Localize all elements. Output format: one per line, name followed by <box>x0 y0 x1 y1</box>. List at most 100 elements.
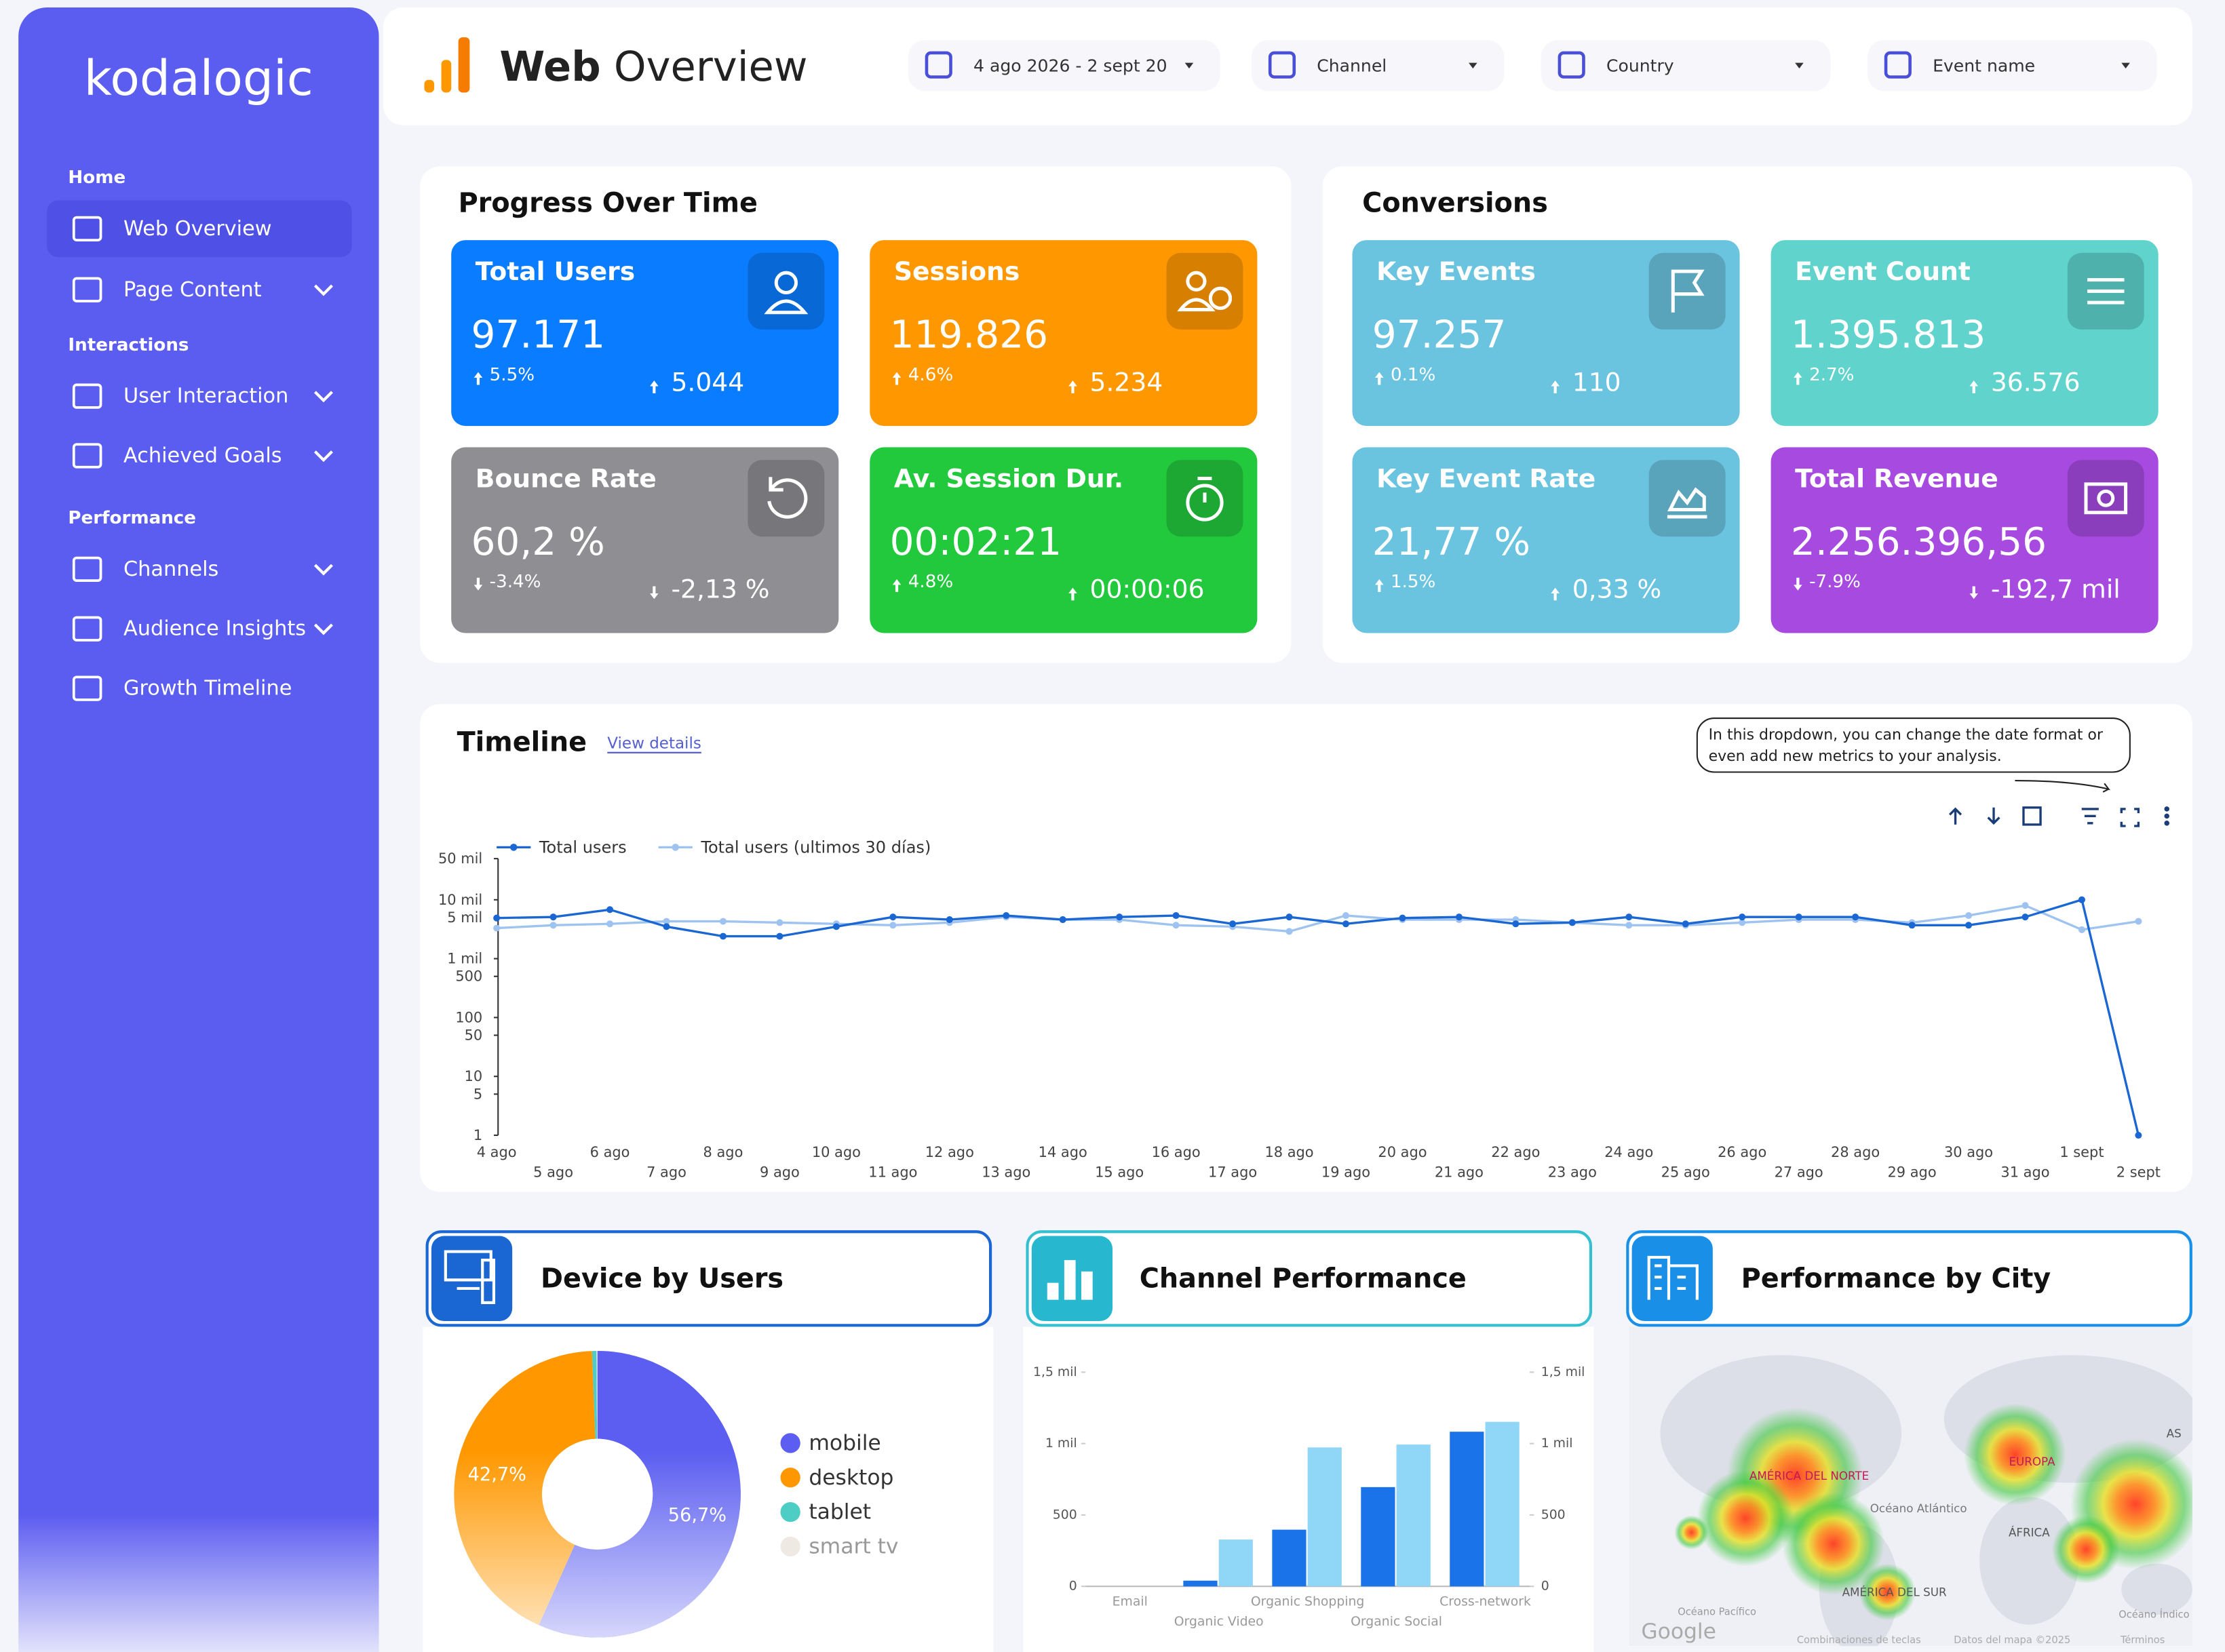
kpi-card <box>451 447 839 633</box>
point <box>946 916 953 924</box>
legend-dot <box>780 1468 800 1488</box>
kpi-value: 97.171 <box>471 313 605 357</box>
x-tick-label: 14 ago <box>1039 1144 1087 1160</box>
nav-heading: Performance <box>68 508 196 528</box>
x-tick-label: 23 ago <box>1548 1164 1597 1180</box>
legend-dot <box>672 844 679 851</box>
kpi-delta: -192,7 mil <box>1991 574 2121 604</box>
nav-item[interactable]: Achieved Goals <box>123 444 282 468</box>
chevron <box>313 564 333 576</box>
x-tick-label: 9 ago <box>760 1164 800 1180</box>
note-box <box>1696 717 2131 773</box>
nav-icon <box>72 383 102 409</box>
filter[interactable] <box>1252 40 1505 92</box>
kpi-title: Key Events <box>1376 256 1536 286</box>
bar <box>1485 1421 1520 1587</box>
series-line <box>497 904 2139 933</box>
trend-arrow <box>473 577 483 591</box>
point <box>1172 911 1180 920</box>
point <box>1625 913 1633 921</box>
legend-label: tablet <box>809 1500 871 1525</box>
page-title: Web Overview <box>499 43 807 91</box>
map-label: AMÉRICA DEL NORTE <box>1749 1469 1869 1482</box>
y2-tick-label: 0 <box>1541 1579 1549 1594</box>
nav-item[interactable]: Channels <box>123 557 218 581</box>
map-label: Océano Atlántico <box>1870 1501 1967 1515</box>
kpi-delta: 36.576 <box>1991 367 2081 397</box>
kpi-change: 5.5% <box>490 365 535 385</box>
kpi-icon <box>2067 460 2144 537</box>
icon-glyph <box>2084 482 2128 515</box>
y-tick-label: 0 <box>1069 1579 1077 1594</box>
kpi-value: 97.257 <box>1372 313 1507 357</box>
point <box>2021 913 2029 921</box>
x-tick-label: Organic Social <box>1351 1615 1442 1629</box>
point <box>1795 913 1802 921</box>
legend-label: Total users <box>539 838 627 857</box>
nav-item[interactable]: User Interaction <box>123 385 288 408</box>
kpi-change: 0.1% <box>1391 365 1435 385</box>
kpi-icon <box>1648 460 1726 537</box>
legend-label: mobile <box>809 1431 881 1455</box>
x-tick-label: 28 ago <box>1831 1144 1880 1160</box>
map-label: AMÉRICA DEL SUR <box>1842 1586 1947 1599</box>
logo-bar <box>424 79 435 93</box>
chevron <box>313 391 333 403</box>
x-tick-label: Organic Shopping <box>1251 1595 1365 1609</box>
x-tick-label: 13 ago <box>982 1164 1030 1180</box>
y-tick-label: 10 <box>465 1068 483 1084</box>
toolbar[interactable] <box>1949 806 2169 827</box>
caret <box>2121 62 2130 68</box>
filter[interactable] <box>1867 40 2157 92</box>
legend-label: Total users (ultimos 30 días) <box>700 838 931 857</box>
point <box>549 922 557 929</box>
x-tick-label: Email <box>1112 1595 1148 1609</box>
x-tick-label: 17 ago <box>1208 1164 1257 1180</box>
nav-item[interactable]: Page Content <box>123 278 262 302</box>
y-tick-label: 50 mil <box>438 850 482 867</box>
filter-icon <box>925 51 952 79</box>
x-tick-label: 20 ago <box>1378 1144 1427 1160</box>
point <box>1399 914 1406 922</box>
nav-item[interactable]: Audience Insights <box>123 617 306 641</box>
x-tick-label: 2 sept <box>2116 1164 2161 1180</box>
point <box>1172 922 1180 929</box>
map-label: AS <box>2167 1426 2182 1440</box>
filter[interactable] <box>908 40 1220 92</box>
kpi-title: Av. Session Dur. <box>894 464 1123 494</box>
point <box>1739 913 1746 921</box>
filter-icon <box>1884 51 1912 79</box>
panel-title: Conversions <box>1362 188 1548 219</box>
point <box>606 906 614 913</box>
kpi-card <box>1352 447 1740 633</box>
x-tick-label: 21 ago <box>1435 1164 1484 1180</box>
x-tick-label: 7 ago <box>646 1164 686 1180</box>
point <box>1285 928 1293 935</box>
legend-dot <box>780 1433 800 1453</box>
trend-arrow <box>892 579 902 592</box>
nav-item[interactable]: Web Overview <box>123 217 272 241</box>
bar <box>1450 1432 1484 1587</box>
point <box>776 919 783 926</box>
legend-dot <box>780 1536 800 1557</box>
point <box>776 932 783 940</box>
kpi-change: 4.6% <box>908 365 953 385</box>
filter[interactable] <box>1541 40 1831 92</box>
map-label: Combinaciones de teclas <box>1797 1634 1921 1646</box>
point <box>719 918 727 925</box>
x-tick-label: 5 ago <box>533 1164 573 1180</box>
kpi-card <box>870 240 1258 427</box>
nav-heading: Home <box>68 168 125 188</box>
note-arrow <box>2015 780 2111 793</box>
trend-arrow <box>650 380 659 393</box>
nav-item[interactable]: Growth Timeline <box>123 677 292 701</box>
filter-label: Event name <box>1933 56 2035 75</box>
x-tick-label: 26 ago <box>1718 1144 1766 1160</box>
view-details[interactable]: View details <box>607 735 701 753</box>
kpi-value: 2.256.396,56 <box>1791 520 2047 564</box>
x-tick-label: 8 ago <box>703 1144 743 1160</box>
x-tick-label: 10 ago <box>812 1144 861 1160</box>
point <box>1285 913 1293 921</box>
x-tick-label: 11 ago <box>868 1164 917 1180</box>
x-tick-label: 24 ago <box>1604 1144 1653 1160</box>
